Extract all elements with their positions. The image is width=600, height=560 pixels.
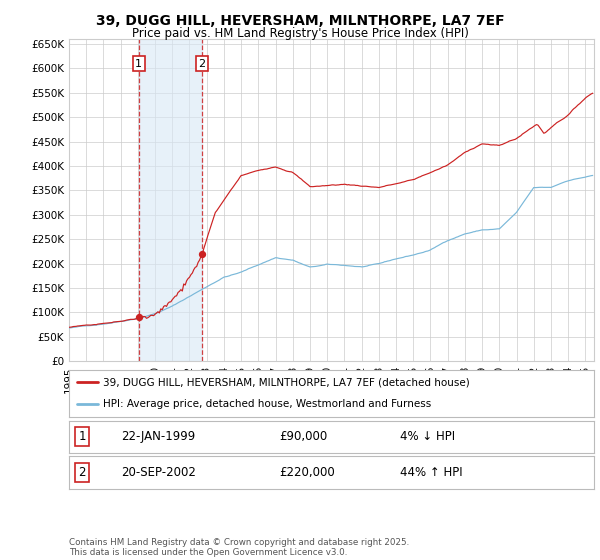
- Text: HPI: Average price, detached house, Westmorland and Furness: HPI: Average price, detached house, West…: [103, 399, 431, 409]
- Text: 1: 1: [79, 430, 86, 444]
- Text: 22-JAN-1999: 22-JAN-1999: [121, 430, 196, 444]
- Text: 39, DUGG HILL, HEVERSHAM, MILNTHORPE, LA7 7EF: 39, DUGG HILL, HEVERSHAM, MILNTHORPE, LA…: [95, 14, 505, 28]
- Text: 1: 1: [136, 59, 142, 68]
- Point: [197, 249, 207, 258]
- Text: 44% ↑ HPI: 44% ↑ HPI: [400, 466, 463, 479]
- Text: 4% ↓ HPI: 4% ↓ HPI: [400, 430, 455, 444]
- Text: Contains HM Land Registry data © Crown copyright and database right 2025.
This d: Contains HM Land Registry data © Crown c…: [69, 538, 409, 557]
- Text: 39, DUGG HILL, HEVERSHAM, MILNTHORPE, LA7 7EF (detached house): 39, DUGG HILL, HEVERSHAM, MILNTHORPE, LA…: [103, 377, 470, 388]
- Text: 2: 2: [79, 466, 86, 479]
- Text: 2: 2: [199, 59, 205, 68]
- Text: £220,000: £220,000: [279, 466, 335, 479]
- Bar: [139, 39, 202, 361]
- Text: £90,000: £90,000: [279, 430, 327, 444]
- Text: 20-SEP-2002: 20-SEP-2002: [121, 466, 196, 479]
- Text: Price paid vs. HM Land Registry's House Price Index (HPI): Price paid vs. HM Land Registry's House …: [131, 27, 469, 40]
- Point: [134, 313, 143, 322]
